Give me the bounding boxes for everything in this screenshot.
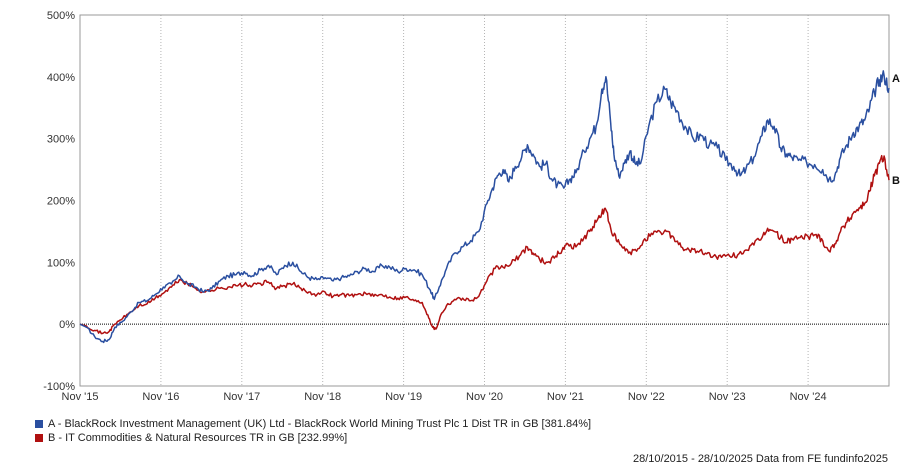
series-end-label-a: A	[892, 73, 900, 85]
legend-label-b: B - IT Commodities & Natural Resources T…	[48, 432, 348, 444]
legend-item-b: B - IT Commodities & Natural Resources T…	[35, 431, 591, 445]
y-tick-label: 100%	[47, 257, 75, 269]
y-tick-label: 200%	[47, 196, 75, 208]
plot-frame	[79, 14, 890, 387]
series-line-a	[79, 70, 890, 344]
x-tick-label: Nov '16	[142, 391, 179, 403]
x-tick-label: Nov '19	[385, 391, 422, 403]
y-tick-label: 0%	[59, 319, 75, 331]
chart-grid	[79, 15, 809, 386]
x-tick-label: Nov '17	[223, 391, 260, 403]
legend-label-a: A - BlackRock Investment Management (UK)…	[48, 418, 592, 430]
x-tick-label: Nov '23	[709, 391, 746, 403]
y-tick-label: 300%	[47, 134, 75, 146]
y-tick-label: 500%	[47, 10, 75, 22]
y-axis: -100% 0% 100% 200% 300% 400% 500%	[43, 10, 75, 393]
source-footer: 28/10/2015 - 28/10/2025 Data from FE fun…	[632, 453, 888, 465]
legend-item-a: A - BlackRock Investment Management (UK)…	[35, 417, 591, 431]
series-end-label-b: B	[892, 175, 900, 187]
x-tick-label: Nov '24	[790, 391, 827, 403]
series-layer: BA	[79, 70, 900, 344]
x-tick-label: Nov '18	[304, 391, 341, 403]
x-tick-label: Nov '21	[547, 391, 584, 403]
x-tick-label: Nov '22	[628, 391, 665, 403]
y-tick-label: -100%	[43, 381, 75, 393]
series-line-b	[79, 154, 890, 335]
legend-swatch-a	[35, 420, 43, 428]
legend: A - BlackRock Investment Management (UK)…	[35, 417, 591, 445]
x-axis: Nov '15 Nov '16 Nov '17 Nov '18 Nov '19 Nov '…	[62, 391, 827, 403]
legend-swatch-b	[35, 434, 43, 442]
x-tick-label: Nov '20	[466, 391, 503, 403]
line-chart: -100%0%100%200%300%400%500% Nov '15 Nov '…	[43, 10, 900, 403]
x-tick-label: Nov '15	[62, 391, 99, 403]
y-tick-label: 400%	[47, 72, 75, 84]
